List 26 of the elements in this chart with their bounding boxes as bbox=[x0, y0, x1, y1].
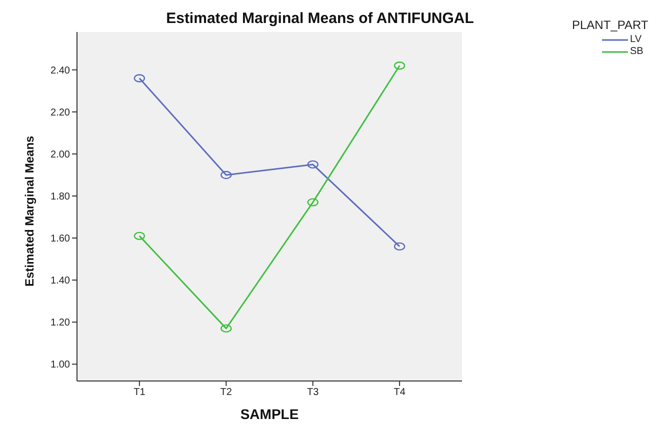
point bbox=[394, 242, 406, 251]
y-tick-label: 1.20 bbox=[50, 318, 70, 329]
point bbox=[307, 198, 318, 206]
legend-label: LV bbox=[630, 34, 642, 46]
point bbox=[307, 160, 318, 169]
point bbox=[220, 324, 232, 333]
x-tick-label: T4 bbox=[394, 387, 406, 398]
y-tick-label: 1.60 bbox=[50, 234, 70, 245]
x-tick-label: T3 bbox=[307, 387, 320, 398]
y-tick-label: 2.20 bbox=[50, 107, 70, 118]
legend-title: PLANT_PART bbox=[572, 18, 650, 32]
y-tick-label: 1.00 bbox=[50, 360, 70, 371]
y-tick-label: 1.80 bbox=[50, 192, 70, 203]
point bbox=[134, 74, 146, 82]
point bbox=[394, 62, 406, 70]
y-axis-title: Estimated Marginal Means bbox=[22, 135, 36, 286]
point bbox=[220, 170, 232, 180]
x-tick-label: T2 bbox=[220, 387, 232, 398]
legend-label: SB bbox=[630, 46, 644, 58]
x-axis-title: SAMPLE bbox=[240, 406, 299, 422]
y-tick-label: 2.00 bbox=[50, 149, 70, 160]
chart-title: Estimated Marginal Means of ANTIFUNGAL bbox=[165, 10, 475, 27]
x-tick-label: T1 bbox=[134, 387, 146, 398]
y-tick-label: 2.40 bbox=[50, 65, 70, 76]
y-tick-label: 1.40 bbox=[50, 276, 70, 287]
point bbox=[134, 232, 146, 240]
